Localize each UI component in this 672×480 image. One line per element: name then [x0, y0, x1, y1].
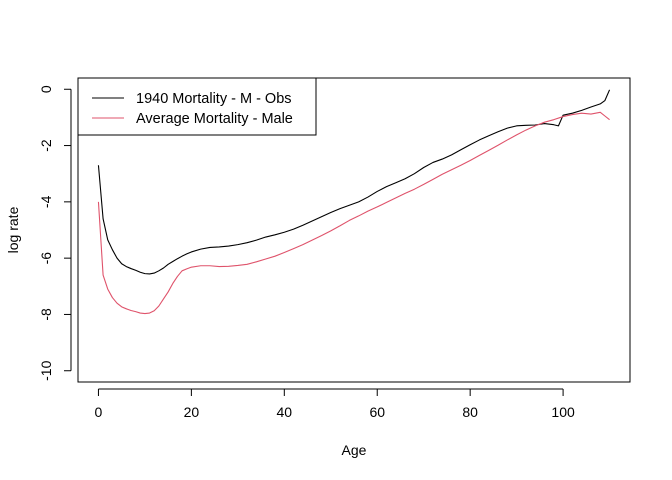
y-tick-label: -6	[38, 252, 54, 265]
y-tick-label: -4	[38, 195, 54, 208]
x-tick-label: 40	[277, 404, 293, 420]
y-tick-label: -8	[38, 308, 54, 321]
y-tick-label: -10	[38, 360, 54, 380]
legend-box	[77, 77, 317, 136]
x-axis-title: Age	[342, 442, 367, 458]
y-axis: 0 -2 -4 -6 -8 -10	[38, 85, 72, 381]
legend-label-obs: 1940 Mortality - M - Obs	[136, 91, 292, 107]
series-layer	[97, 89, 611, 315]
legend-label-average: Average Mortality - Male	[136, 111, 293, 127]
x-tick-label: 0	[95, 404, 103, 420]
x-tick-label: 80	[462, 404, 478, 420]
x-tick-label: 100	[551, 404, 575, 420]
y-axis-title: log rate	[5, 206, 21, 253]
legend: 1940 Mortality - M - Obs Average Mortali…	[77, 77, 317, 136]
x-tick-label: 20	[184, 404, 200, 420]
y-tick-label: -2	[38, 139, 54, 152]
plot-frame	[77, 77, 631, 383]
x-tick-label: 60	[369, 404, 385, 420]
x-axis: 0 20 40 60 80 100	[95, 388, 575, 420]
y-tick-label: 0	[38, 85, 54, 93]
series-line-0	[97, 89, 611, 275]
series-line-1	[97, 111, 610, 315]
